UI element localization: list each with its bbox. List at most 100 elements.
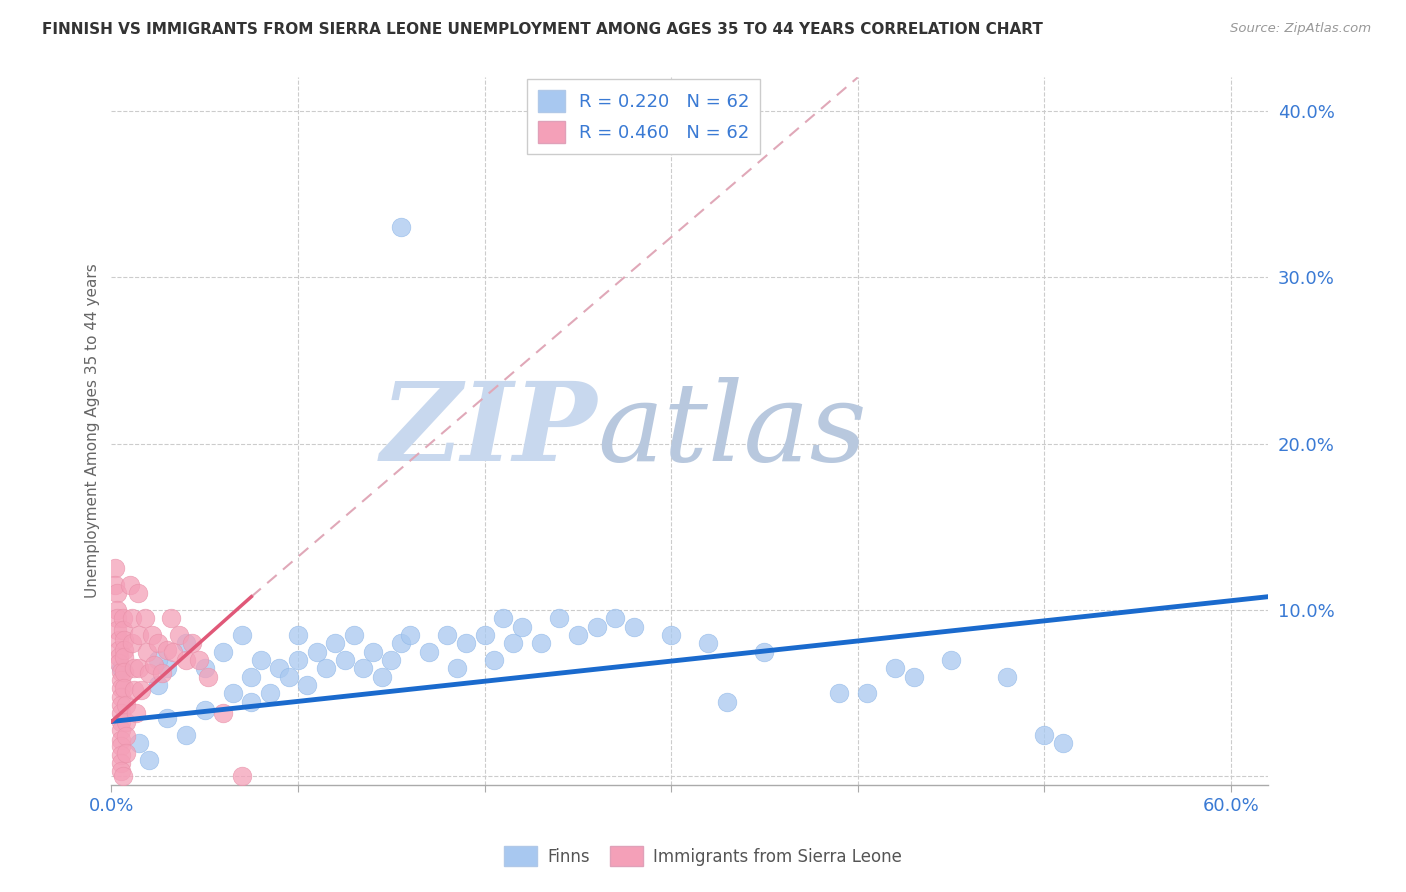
Point <box>122 682 145 697</box>
Point <box>389 636 412 650</box>
Point <box>105 586 128 600</box>
Point <box>492 611 515 625</box>
Point <box>114 665 136 679</box>
Point <box>174 636 197 650</box>
Point <box>121 636 143 650</box>
Point <box>287 653 309 667</box>
Point <box>502 636 524 650</box>
Point <box>197 669 219 683</box>
Point <box>259 686 281 700</box>
Point <box>110 723 132 737</box>
Point <box>115 714 138 729</box>
Point <box>240 694 263 708</box>
Point <box>108 657 131 671</box>
Point <box>110 681 132 696</box>
Point <box>114 681 136 696</box>
Point <box>143 657 166 672</box>
Point <box>297 678 319 692</box>
Point <box>585 620 607 634</box>
Point <box>529 636 551 650</box>
Point <box>231 769 253 783</box>
Point <box>127 586 149 600</box>
Text: atlas: atlas <box>598 377 868 485</box>
Point <box>482 653 505 667</box>
Point <box>548 611 571 625</box>
Point <box>240 669 263 683</box>
Point <box>474 628 496 642</box>
Point <box>108 632 131 647</box>
Point <box>146 636 169 650</box>
Point <box>1052 736 1074 750</box>
Point <box>156 661 179 675</box>
Point <box>134 611 156 625</box>
Point <box>111 623 134 637</box>
Point <box>510 620 533 634</box>
Point <box>108 643 131 657</box>
Point <box>446 661 468 675</box>
Point <box>180 636 202 650</box>
Point <box>194 703 217 717</box>
Point <box>371 669 394 683</box>
Point <box>121 611 143 625</box>
Point <box>188 653 211 667</box>
Point <box>828 686 851 700</box>
Point <box>124 706 146 721</box>
Point <box>111 611 134 625</box>
Point <box>212 706 235 721</box>
Point <box>249 653 271 667</box>
Point <box>110 732 132 747</box>
Point <box>754 645 776 659</box>
Point <box>138 753 160 767</box>
Point <box>110 690 132 704</box>
Point <box>110 706 132 721</box>
Point <box>115 746 138 760</box>
Legend: R = 0.220   N = 62, R = 0.460   N = 62: R = 0.220 N = 62, R = 0.460 N = 62 <box>527 79 761 154</box>
Point <box>146 653 169 667</box>
Point <box>623 620 645 634</box>
Point <box>333 653 356 667</box>
Point <box>104 578 127 592</box>
Point <box>389 220 412 235</box>
Point <box>120 578 142 592</box>
Point <box>605 611 627 625</box>
Point <box>110 747 132 762</box>
Point <box>716 694 738 708</box>
Point <box>659 628 682 642</box>
Point <box>111 769 134 783</box>
Point <box>105 603 128 617</box>
Point <box>110 661 132 675</box>
Point <box>104 561 127 575</box>
Point <box>212 645 235 659</box>
Point <box>150 666 173 681</box>
Point <box>115 730 138 744</box>
Point <box>221 686 243 700</box>
Point <box>436 628 458 642</box>
Point <box>128 628 150 642</box>
Point <box>115 698 138 712</box>
Point <box>162 645 184 659</box>
Point <box>138 666 160 681</box>
Point <box>995 669 1018 683</box>
Point <box>105 623 128 637</box>
Point <box>1033 728 1056 742</box>
Point <box>110 764 132 779</box>
Point <box>156 711 179 725</box>
Point <box>174 728 197 742</box>
Point <box>697 636 720 650</box>
Point <box>277 669 299 683</box>
Point <box>361 645 384 659</box>
Y-axis label: Unemployment Among Ages 35 to 44 years: Unemployment Among Ages 35 to 44 years <box>86 264 100 599</box>
Point <box>156 643 179 657</box>
Point <box>128 736 150 750</box>
Point <box>231 628 253 642</box>
Point <box>939 653 962 667</box>
Point <box>128 661 150 675</box>
Point <box>110 756 132 771</box>
Point <box>146 678 169 692</box>
Point <box>174 653 197 667</box>
Point <box>110 673 132 687</box>
Point <box>114 632 136 647</box>
Point <box>567 628 589 642</box>
Point <box>884 661 907 675</box>
Point <box>135 645 157 659</box>
